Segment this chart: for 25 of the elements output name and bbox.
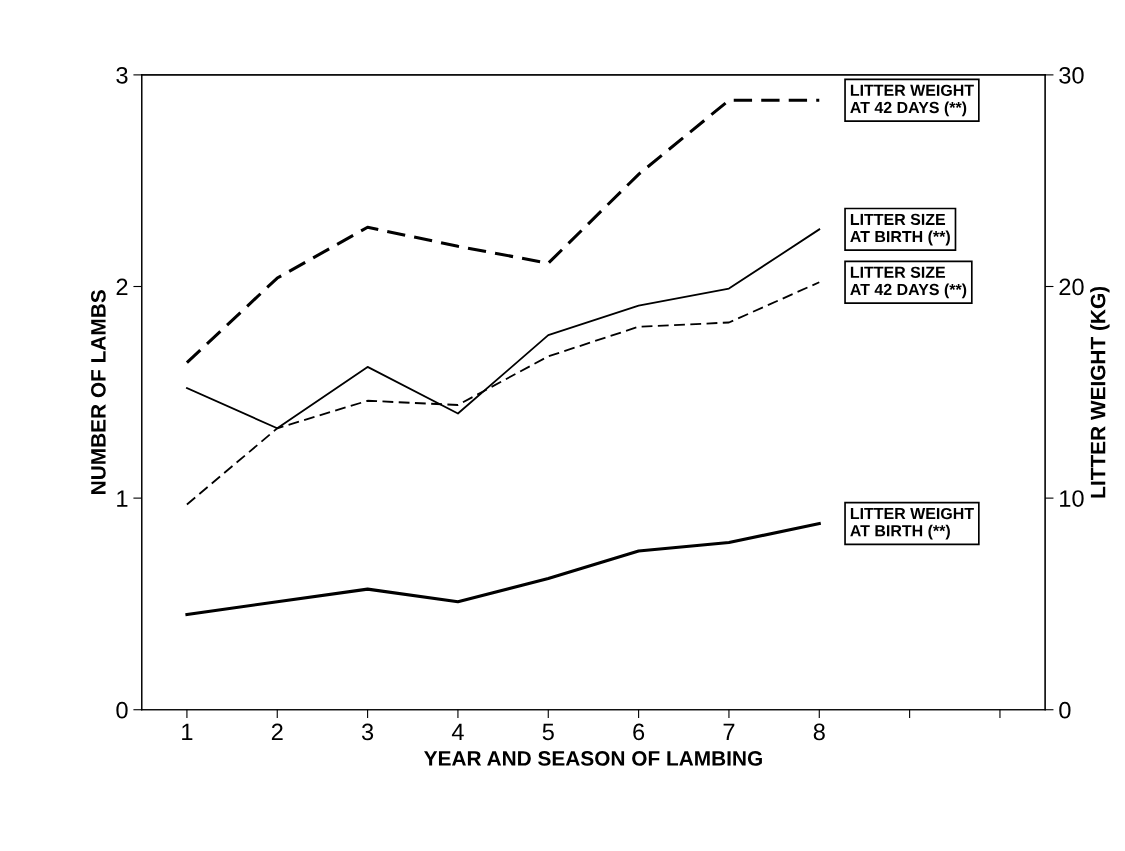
series-label: LITTER SIZE AT 42 DAYS (**) xyxy=(850,266,967,299)
x-tick-label: 4 xyxy=(451,723,464,741)
y-tick-label: 3 xyxy=(116,66,128,84)
series-label: LITTER WEIGHT AT BIRTH (**) xyxy=(850,507,974,540)
series-label: LITTER SIZE AT BIRTH (**) xyxy=(850,213,950,246)
x-tick-label: 6 xyxy=(633,723,645,741)
y2-tick-label: 20 xyxy=(1059,278,1084,296)
x-tick-label: 5 xyxy=(542,723,554,741)
y2-tick-label: 0 xyxy=(1059,701,1071,719)
x-tick-label: 7 xyxy=(723,723,735,741)
x-tick-label: 2 xyxy=(271,723,283,741)
y-tick-label: 0 xyxy=(116,701,128,719)
y2-tick-label: 30 xyxy=(1059,66,1084,84)
x-tick-label: 1 xyxy=(182,723,193,741)
x-axis-title: YEAR AND SEASON OF LAMBING xyxy=(424,751,762,766)
series-label: LITTER WEIGHT AT 42 DAYS (**) xyxy=(850,84,974,117)
x-tick-label: 3 xyxy=(361,723,374,741)
line-series xyxy=(185,521,821,617)
y-tick-label: 1 xyxy=(117,490,128,507)
y-axis-title: NUMBER OF LAMBS xyxy=(91,290,106,494)
line-series xyxy=(185,98,821,365)
y-tick-label: 2 xyxy=(116,278,128,296)
x-tick-label: 8 xyxy=(813,723,825,741)
y2-tick-label: 10 xyxy=(1060,490,1084,507)
y2-axis-title: LITTER WEIGHT (KG) xyxy=(1090,286,1110,498)
